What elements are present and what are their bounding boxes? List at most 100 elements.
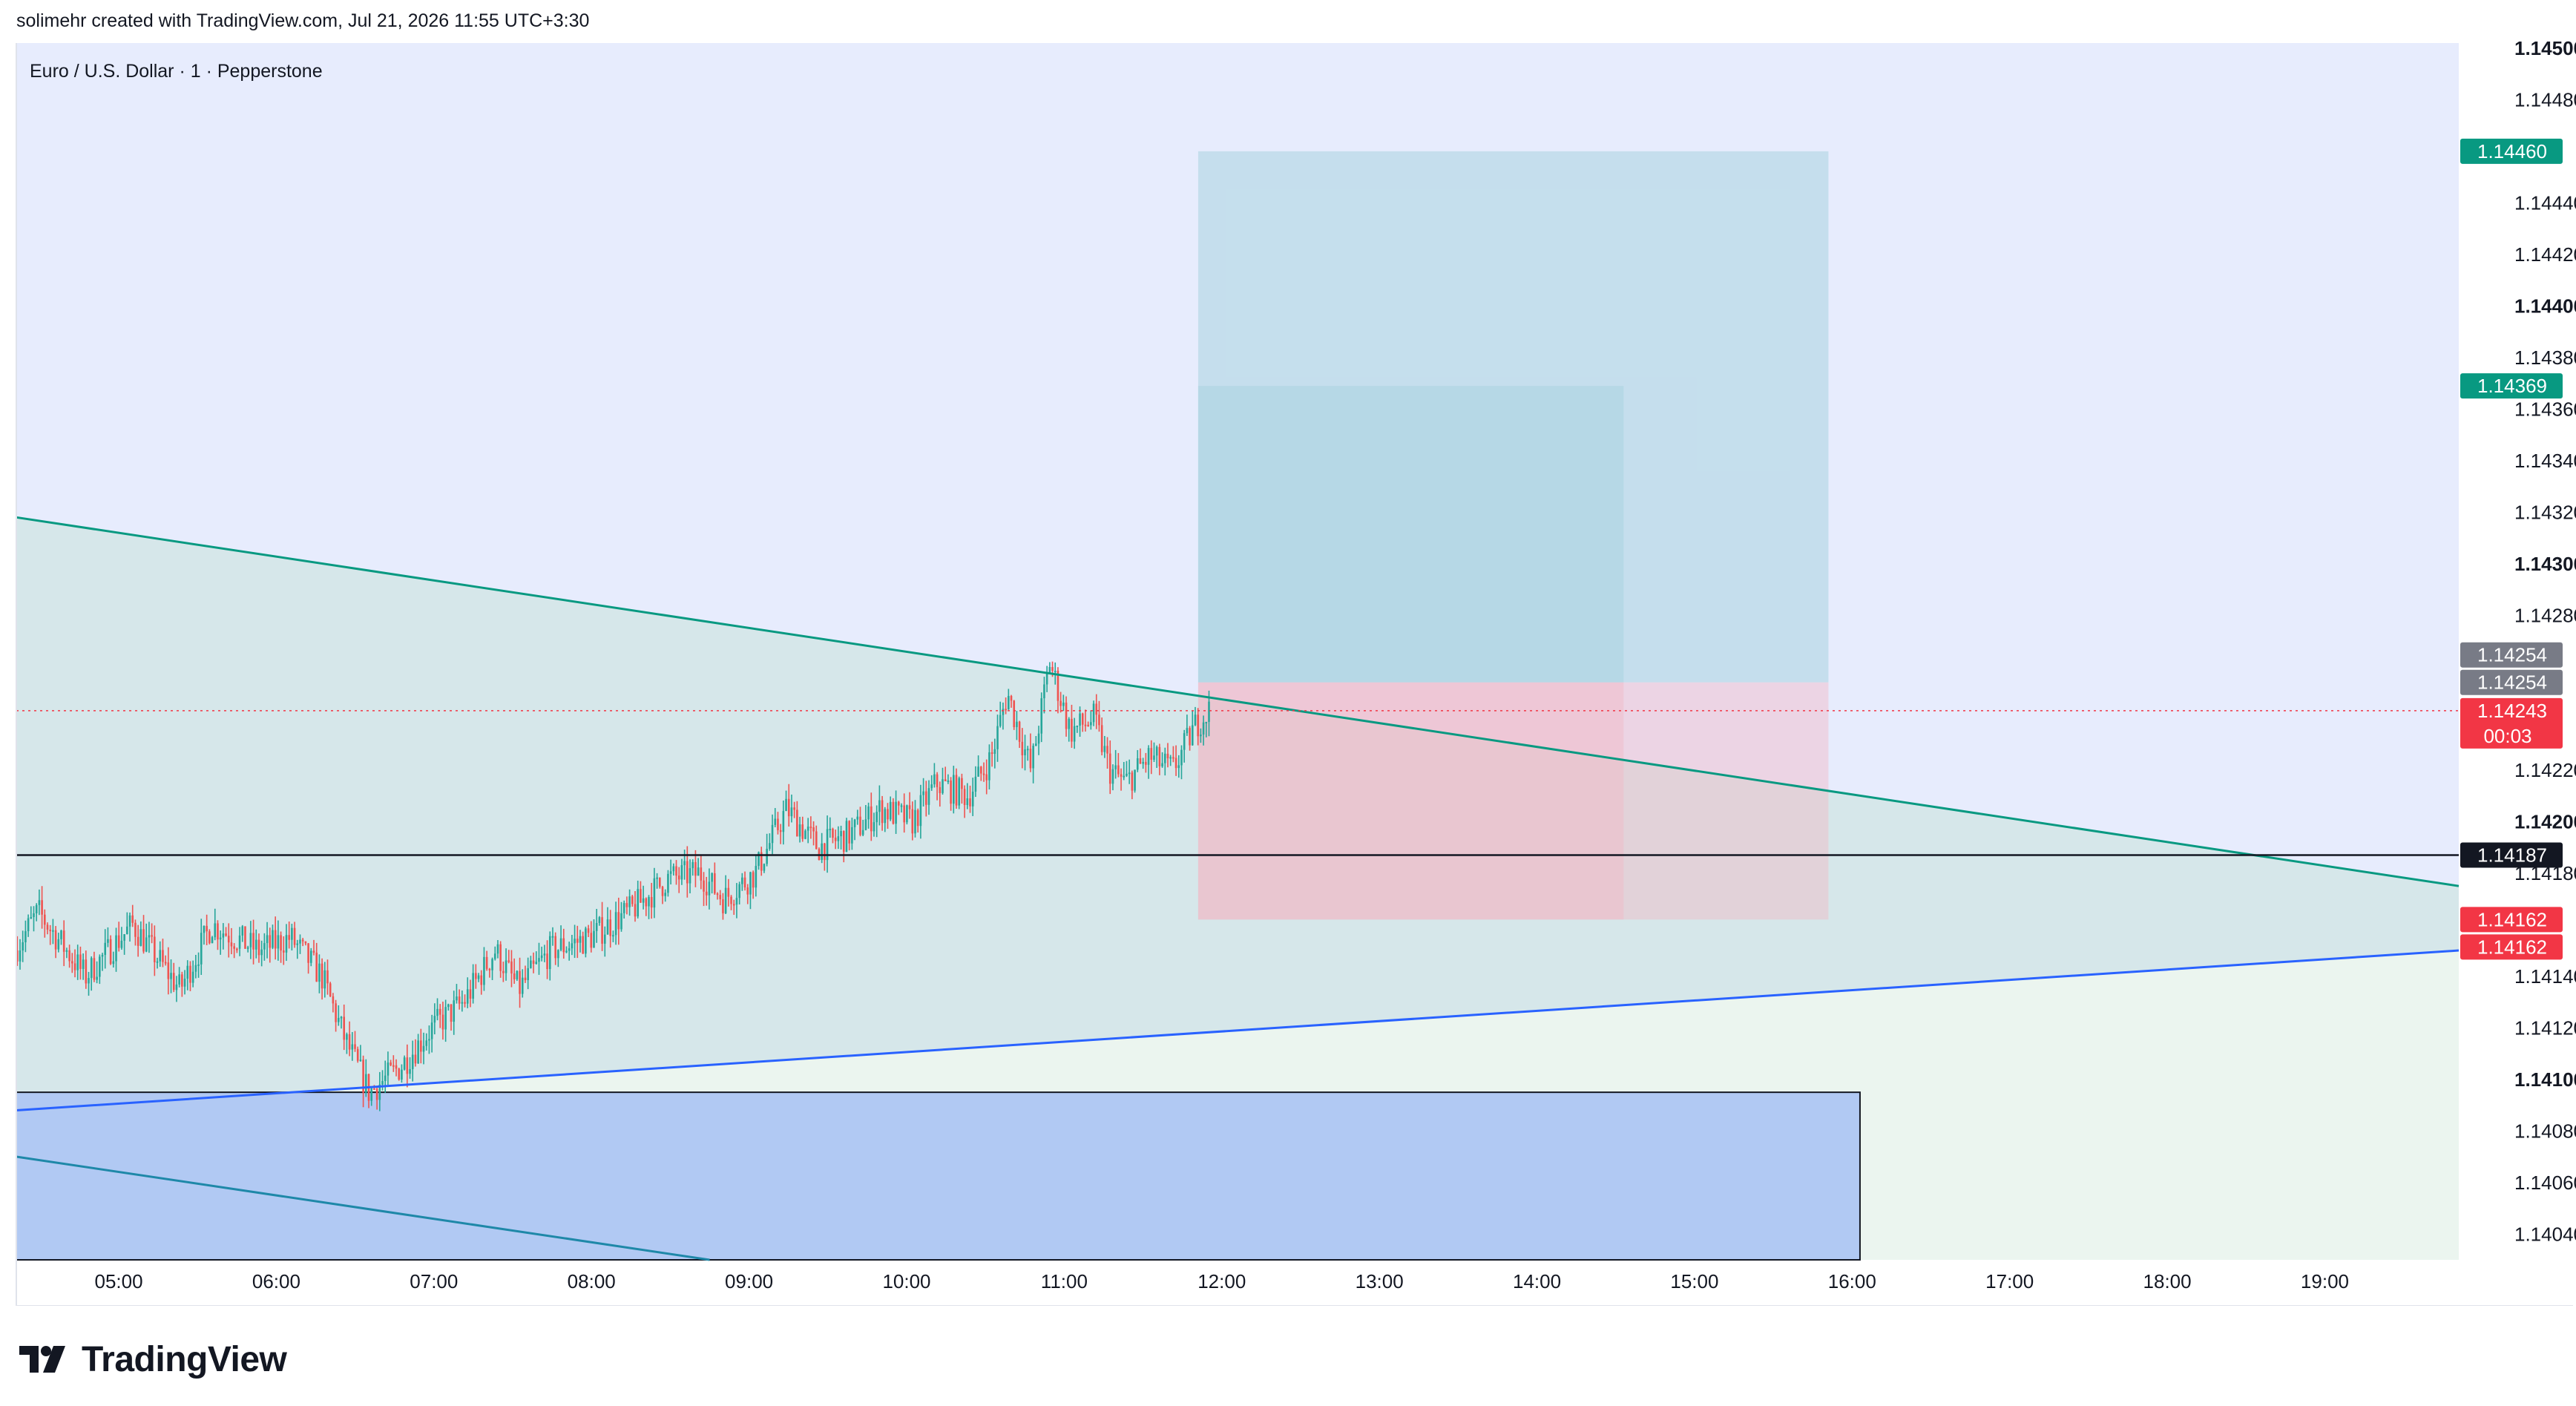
candle-body <box>867 806 870 820</box>
candle <box>348 1021 351 1057</box>
candle <box>291 924 293 951</box>
x-tick-label: 17:00 <box>1985 1270 2034 1292</box>
x-tick-label: 19:00 <box>2301 1270 2349 1292</box>
candle-body <box>392 1065 395 1067</box>
candle <box>178 967 180 988</box>
candle <box>1169 755 1172 766</box>
candle <box>206 914 208 945</box>
candle <box>203 925 206 945</box>
candle-body <box>1169 757 1172 759</box>
candle-body <box>1043 684 1045 699</box>
candle <box>307 942 309 974</box>
candle-body <box>332 996 335 1004</box>
candle-body <box>299 939 301 944</box>
candle <box>848 820 850 851</box>
candle <box>1150 740 1153 775</box>
x-tick-label: 13:00 <box>1356 1270 1404 1292</box>
candle-body <box>246 947 249 949</box>
candle-body <box>936 774 939 787</box>
candle <box>595 908 598 943</box>
candle <box>1197 708 1199 746</box>
candle-body <box>186 965 189 979</box>
chart-canvas[interactable]: 05:00 06:00 07:00 08:00 09:00 10:00 11:00 12:00… <box>0 0 2576 1306</box>
candle <box>183 970 186 995</box>
candle <box>356 1046 359 1063</box>
candle <box>694 850 697 887</box>
price-tag-bg <box>2460 934 2563 960</box>
symbol-title[interactable]: Euro / U.S. Dollar · 1 · Pepperstone <box>30 61 323 82</box>
candle <box>993 738 996 769</box>
candle-body <box>680 865 683 880</box>
candle <box>532 952 535 973</box>
candle <box>101 953 104 971</box>
candle <box>900 803 903 813</box>
candle <box>642 885 645 910</box>
candle-body <box>96 976 98 980</box>
candle <box>625 896 628 915</box>
candle-body <box>488 968 491 970</box>
candle <box>483 947 485 991</box>
candle-body <box>582 936 584 954</box>
candle <box>233 943 235 959</box>
candle <box>519 957 521 1008</box>
candle <box>411 1040 414 1082</box>
candle <box>760 847 763 876</box>
candle-body <box>947 780 950 782</box>
candle-body <box>1191 725 1194 746</box>
candle-body <box>675 866 677 876</box>
candle <box>395 1059 398 1077</box>
candle-body <box>557 950 559 959</box>
candle <box>466 977 469 1008</box>
candle <box>148 922 151 953</box>
candle-body <box>771 824 774 844</box>
candle-body <box>73 963 76 970</box>
candle-body <box>969 798 971 807</box>
candle-body <box>1016 721 1018 728</box>
candle <box>436 998 438 1021</box>
candle <box>648 895 650 919</box>
candle-body <box>1026 749 1029 751</box>
candle-body <box>622 903 625 913</box>
candle <box>156 957 159 969</box>
y-tick-label: 1.14080 <box>2514 1120 2576 1142</box>
y-tick-label: 1.14360 <box>2514 398 2576 420</box>
candle-body <box>574 939 576 944</box>
candle-body <box>686 861 689 884</box>
candle-body <box>109 939 112 965</box>
candle <box>645 897 648 916</box>
candle <box>1120 768 1123 791</box>
candle <box>571 935 574 956</box>
candle-body <box>1183 733 1186 750</box>
candle-body <box>466 989 469 1004</box>
candle-body <box>787 798 790 817</box>
candle <box>1145 752 1147 773</box>
price-tag: 1.14460 <box>2460 138 2563 164</box>
candle <box>741 873 743 891</box>
candle-body <box>743 877 746 888</box>
candle-body <box>1197 715 1199 737</box>
candle <box>554 932 556 965</box>
candle <box>667 870 669 897</box>
candle <box>398 1068 401 1081</box>
candle <box>516 970 519 982</box>
candle-body <box>801 824 804 839</box>
candle-body <box>834 838 837 841</box>
candle-body <box>650 896 653 908</box>
candle-body <box>516 970 519 979</box>
candle-body <box>642 898 645 903</box>
candle <box>755 855 758 897</box>
candle-body <box>966 798 969 805</box>
candle-body <box>1189 728 1191 746</box>
candle <box>217 920 219 950</box>
x-tick-label: 16:00 <box>1828 1270 1876 1292</box>
candle <box>637 880 639 919</box>
candle-body <box>1153 755 1155 760</box>
candle-body <box>593 930 595 948</box>
candle <box>332 993 335 1013</box>
candle-body <box>285 935 288 953</box>
candle-body <box>532 960 535 965</box>
candle <box>1071 704 1073 748</box>
candle-body <box>126 926 128 935</box>
candle <box>60 930 62 945</box>
candle <box>870 792 873 841</box>
